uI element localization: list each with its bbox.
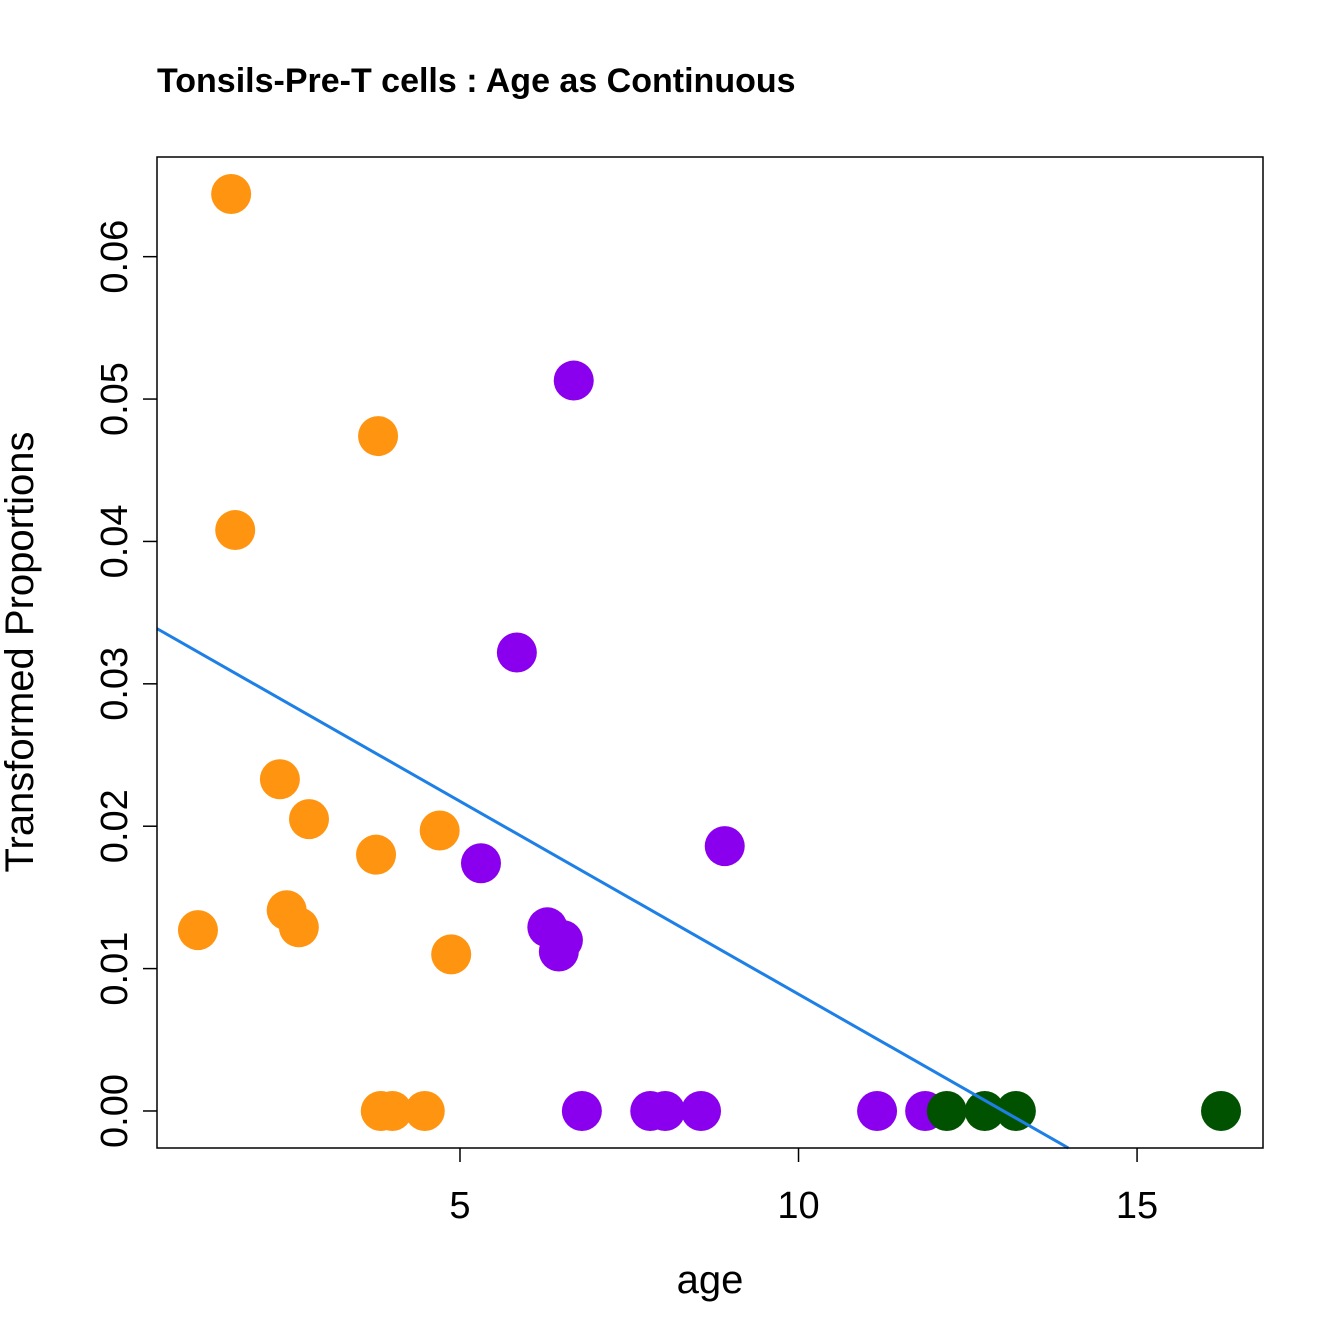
y-axis-label: Transformed Proportions: [0, 432, 42, 873]
x-axis-label: age: [677, 1258, 744, 1302]
data-point-purple: [460, 843, 501, 884]
data-point-orange: [289, 799, 330, 840]
data-point-purple: [645, 1090, 686, 1131]
y-axis: 0.00 0.01 0.02 0.03 0.04 0.05 0.06: [94, 220, 157, 1148]
data-point-purple: [496, 632, 537, 673]
data-point-purple: [681, 1090, 722, 1131]
x-axis: 5 10 15: [449, 1148, 1158, 1227]
data-point-orange: [259, 759, 300, 800]
x-tick-label: 5: [449, 1185, 470, 1227]
y-tick-label: 0.04: [94, 504, 136, 578]
data-point-purple: [857, 1090, 898, 1131]
chart-title: Tonsils-Pre-T cells : Age as Continuous: [157, 62, 796, 100]
y-tick-label: 0.02: [94, 789, 136, 863]
data-point-darkgreen: [926, 1090, 967, 1131]
y-tick-label: 0.06: [94, 220, 136, 294]
data-point-orange: [356, 834, 397, 875]
data-point-orange: [404, 1090, 445, 1131]
plot-box: [156, 156, 1264, 1149]
data-point-orange: [177, 910, 218, 951]
y-tick-label: 0.01: [94, 932, 136, 1006]
data-point-orange: [211, 174, 252, 215]
x-tick-label: 10: [777, 1185, 819, 1227]
y-tick-label: 0.03: [94, 647, 136, 721]
data-point-purple: [561, 1090, 602, 1131]
data-point-orange: [419, 810, 460, 851]
data-point-purple: [704, 826, 745, 867]
data-point-darkgreen: [995, 1090, 1036, 1131]
x-tick-label: 15: [1116, 1185, 1158, 1227]
data-point-purple: [553, 360, 594, 401]
data-point-orange: [358, 416, 399, 457]
y-tick-label: 0.00: [94, 1074, 136, 1148]
data-point-orange: [215, 510, 256, 551]
y-tick-label: 0.05: [94, 362, 136, 436]
regression-line: [156, 627, 1070, 1150]
data-point-darkgreen: [964, 1090, 1005, 1131]
data-point-purple: [538, 931, 579, 972]
data-point-orange: [278, 907, 319, 948]
data-point-orange: [431, 934, 472, 975]
points-layer: [177, 174, 1242, 1131]
data-point-orange: [372, 1090, 413, 1131]
data-point-darkgreen: [1201, 1090, 1242, 1131]
